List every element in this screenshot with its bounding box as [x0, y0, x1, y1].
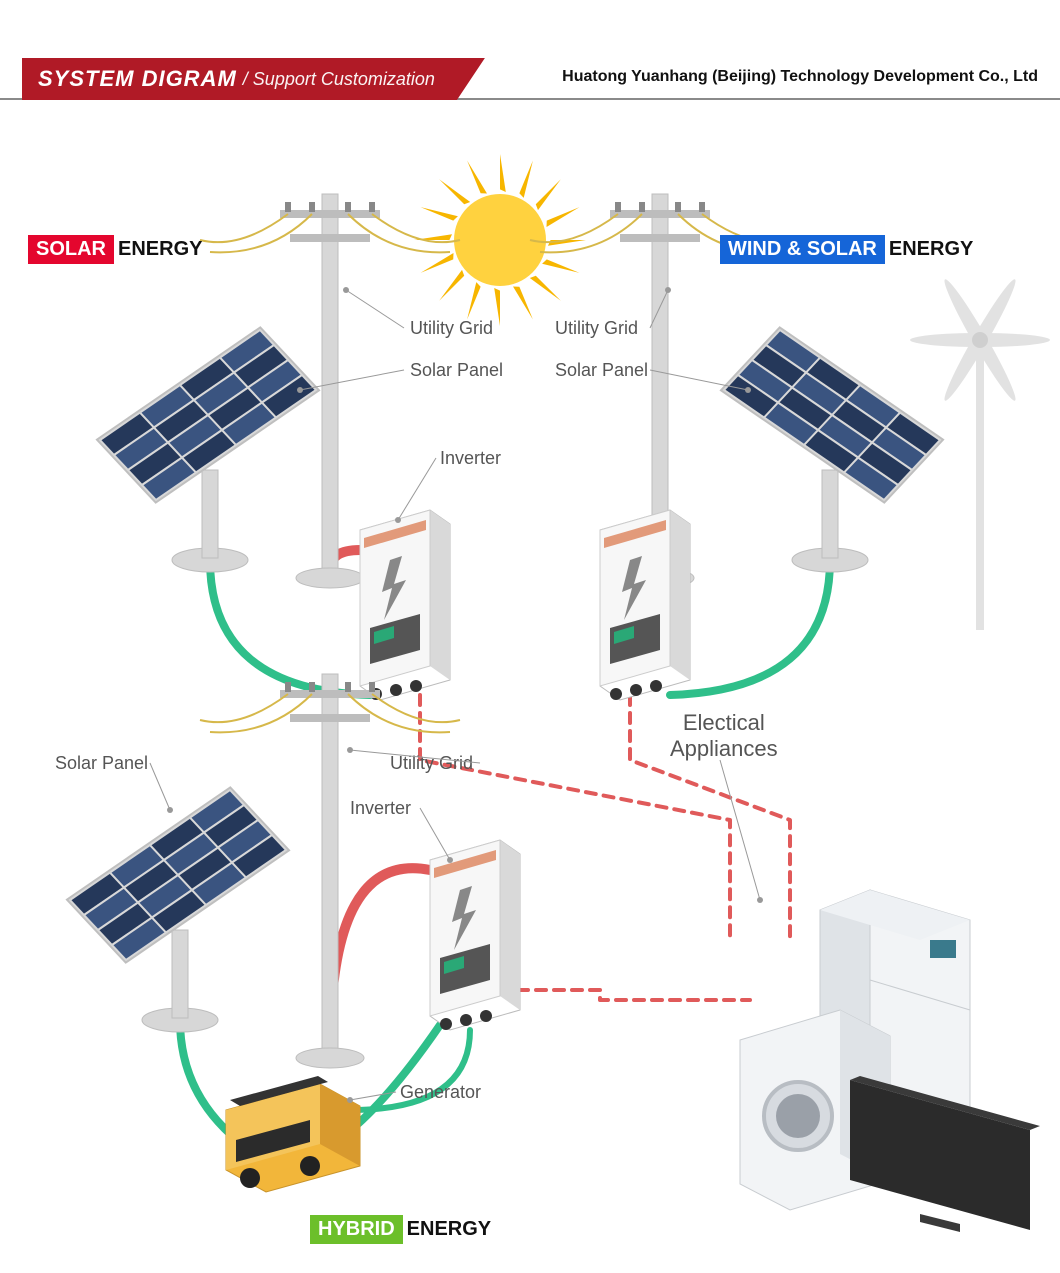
header-band: SYSTEM DIGRAM / Support Customization	[22, 58, 485, 100]
leader-lines	[0, 120, 1060, 1260]
company-name: Huatong Yuanhang (Beijing) Technology De…	[562, 68, 1038, 86]
header-bar: SYSTEM DIGRAM / Support Customization Hu…	[0, 58, 1060, 100]
header-subtitle: / Support Customization	[243, 69, 435, 90]
diagram-canvas: SOLAR ENERGY WIND & SOLAR ENERGY HYBRID …	[0, 120, 1060, 1260]
header-title: SYSTEM DIGRAM	[38, 66, 237, 92]
